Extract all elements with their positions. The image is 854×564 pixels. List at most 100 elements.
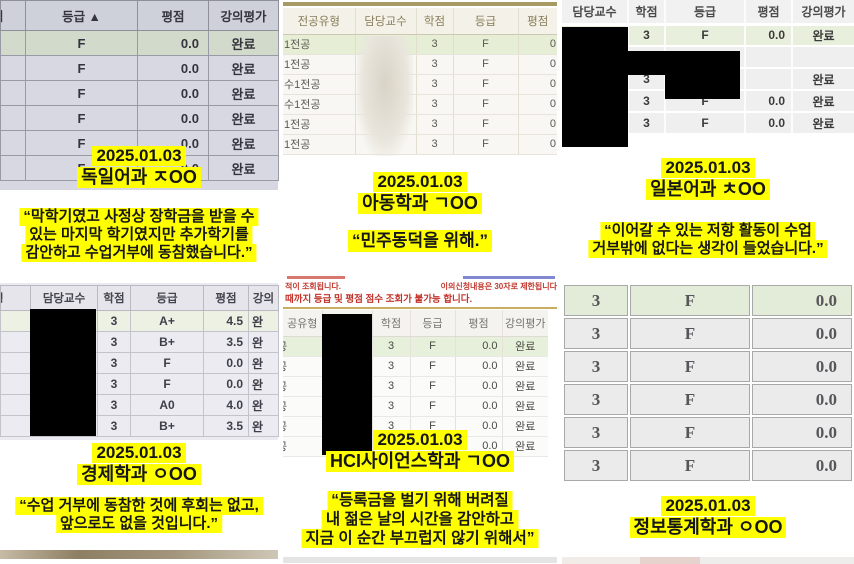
table-cell: 3 [564,285,628,316]
table-cell: 완료 [208,155,279,181]
table-cell: 0.0 [744,90,792,113]
column-header: 강의 [248,285,279,311]
caption-economics: 2025.01.03 경제학과 ㅇOO [0,443,278,485]
table-cell: 공 [283,396,322,417]
table-cell: 0 [517,134,557,155]
table-cell: 1전공 [283,34,355,55]
table-cell: F [130,373,204,395]
table-cell: 0.0 [203,373,249,395]
next-panel-edge [283,557,557,563]
table-header-row: 담당교수 학점 등급 평점 강의평가 [562,0,854,26]
table-cell: 0 [517,74,557,95]
table-cell: B+ [130,331,204,353]
table-cell: 0.0 [752,417,852,448]
table-cell: 완료 [791,90,854,113]
notice-text-left: 적이 조회됩니다. [285,282,341,291]
table-row: 3 F 0.0 [564,450,852,481]
caption-date: 2025.01.03 [373,430,467,450]
redaction-block [628,51,740,75]
column-header: 공유형 [283,310,322,337]
table-header-row: 형담당교수학점등급평점강의 [0,285,279,311]
table-cell: F [630,450,750,481]
table-cell: 완료 [791,24,854,47]
caption-date: 2025.01.03 [373,172,467,192]
table-cell: 3 [371,356,410,377]
table-cell: 1전공 [283,114,355,135]
table-cell: A0 [130,394,204,416]
table-cell: 3 [97,352,131,374]
table-cell: 완 [248,352,279,374]
cut-text-artifact [463,276,555,279]
blurred-redaction [357,36,413,156]
column-header: 평점 [517,8,557,35]
column-header: 등급 [130,285,204,311]
table-cell: F [25,55,138,81]
next-panel-edge [640,557,700,564]
quote-line: “막학기였고 사정상 장학금을 받을 수 [19,208,259,226]
table-cell: 3 [415,74,453,95]
table-cell [0,105,26,131]
column-header: 담당교수 [354,8,416,35]
table-cell: 0.0 [752,351,852,382]
redaction-block [322,314,372,455]
table-cell: 0 [517,34,557,55]
table-cell: 0.0 [203,352,249,374]
table-cell: 0.0 [454,356,502,377]
table-row: 수1전공 3 F 0 [283,74,557,95]
column-header: 평점 [454,310,502,337]
column-header: 등급 [664,0,745,26]
quote-line: 거부밖에 없다는 생각이 들었습니다.” [588,240,828,258]
panel-japanese: 담당교수 학점 등급 평점 강의평가 3 F 0.0 완료 3 완료 3 F 0.0 완료 3 F 0.0 완료 … [562,0,854,280]
table-cell: F [452,94,518,115]
table-cell: 공 [283,336,322,357]
table-cell: 3 [564,417,628,448]
table-cell: 3 [97,310,131,332]
caption-date: 2025.01.03 [661,496,755,516]
panel-hci-science: 적이 조회됩니다. 이의신청내용은 30자로 제한됩니다 때까지 등급 및 평점… [283,281,557,564]
quote-german: “막학기였고 사정상 장학금을 받을 수 있는 마지막 학기였지만 추가학기를 … [19,208,259,262]
table-cell: 1전공 [283,134,355,155]
cut-text-artifact [287,276,345,279]
table-cell: F [664,24,745,47]
table-cell [744,68,792,91]
table-cell [0,373,31,395]
redaction-block [30,309,96,436]
panel-statistics: 3 F 0.0 3 F 0.0 3 F 0.0 3 F 0.0 3 F 0.0 3 F 0.0 2025.01.0… [562,281,854,564]
table-cell: 0.0 [137,30,209,56]
quote-line: 있는 마지막 학기였지만 추가학기를 [25,226,253,244]
table-cell: 0.0 [137,105,209,131]
table-cell [0,394,31,416]
table-cell: 공 [283,436,322,457]
table-cell: 3.5 [203,331,249,353]
caption-hci: 2025.01.03 HCI사이언스학과 ㄱOO [283,430,557,472]
quote-line: 내 젊은 날의 시간을 감안하고 [321,510,519,529]
table-cell [791,46,854,69]
table-cell: 완료 [501,336,548,357]
next-panel-edge [700,557,854,564]
caption-date: 2025.01.03 [92,146,186,166]
table-cell: 0.0 [744,24,792,47]
table-cell: F [25,80,138,106]
panel-child-studies: 전공유형 담당교수 학점 등급 평점 1전공 3 F 0 1전공 3 F 0 수1전공 3 F 0 수1전공 3 F… [283,0,557,280]
column-header: 학점 [627,0,665,26]
table-cell: F [452,34,518,55]
table-cell: 0.0 [752,318,852,349]
table-cell: 3 [415,134,453,155]
column-header: 담당교수 [30,285,98,311]
table-cell: F [409,376,455,397]
redaction-block [665,75,740,99]
column-header: 점 [0,0,26,31]
column-header: 형 [0,285,31,311]
quote-line: “민주동덕을 위해.” [348,230,492,252]
table-cell: 완료 [208,80,279,106]
table-cell [0,80,26,106]
caption-date: 2025.01.03 [92,443,186,463]
table-cell: 완료 [501,356,548,377]
table-cell: B+ [130,415,204,437]
caption-dept: HCI사이언스학과 ㄱOO [326,451,514,472]
table-cell: 3 [415,34,453,55]
table-top-border [283,2,557,6]
column-header: 학점 [415,8,453,35]
